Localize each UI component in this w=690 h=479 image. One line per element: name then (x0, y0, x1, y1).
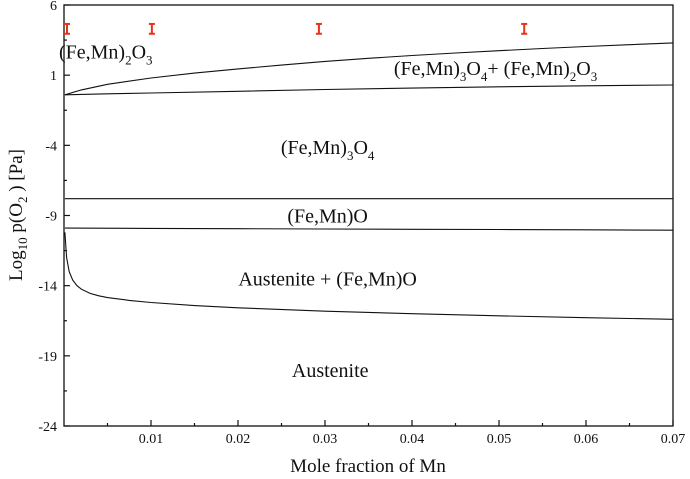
x-tick-label: 0.03 (313, 432, 338, 447)
error-bar-3 (315, 22, 322, 35)
error-bars (64, 22, 528, 35)
y-axis-title-o2-sub: 2 (15, 197, 30, 204)
y-axis-title: Log10 p(O2 ) [Pa] (6, 149, 30, 281)
x-tick-label: 0.07 (661, 432, 686, 447)
label-region-m2o3: (Fe,Mn)2O3 (59, 41, 153, 67)
error-bar-1 (64, 22, 70, 35)
boundary-b-m2o3-upper (64, 42, 674, 96)
label-region-mo: (Fe,Mn)O (287, 206, 368, 228)
x-axis: 0.01 0.02 0.03 0.04 0.05 0.06 0.07 (106, 420, 686, 447)
y-tick-label: -19 (38, 350, 57, 365)
y-tick-label: -9 (45, 210, 57, 225)
label-region-austenite: Austenite (292, 360, 369, 382)
x-axis-title: Mole fraction of Mn (290, 456, 446, 477)
x-tick-label: 0.02 (226, 432, 251, 447)
y-tick-label: -4 (45, 139, 57, 154)
error-bar-4 (521, 22, 528, 35)
y-axis-title-p: p(O (6, 203, 27, 237)
y-tick-label: -14 (38, 280, 57, 295)
x-tick-label: 0.05 (487, 432, 512, 447)
x-tick-label: 0.01 (139, 432, 164, 447)
x-tick-label: 0.06 (574, 432, 599, 447)
x-tick-label: 0.04 (400, 432, 425, 447)
y-axis-title-log-sub: 10 (15, 237, 30, 250)
region-labels: (Fe,Mn)2O3 (Fe,Mn)3O4+ (Fe,Mn)2O3 (Fe,Mn)3… (59, 41, 597, 382)
y-tick-label: 1 (50, 69, 57, 84)
y-tick-label: 6 (50, 0, 57, 14)
y-axis: 6 1 -4 -9 -14 -19 -24 (38, 0, 70, 435)
phase-boundaries (64, 42, 674, 320)
label-region-austenite-mo: Austenite + (Fe,Mn)O (238, 269, 416, 291)
label-region-m3o4-m2o3: (Fe,Mn)3O4+ (Fe,Mn)2O3 (394, 58, 597, 84)
y-axis-title-unit: ) [Pa] (6, 149, 27, 196)
error-bar-2 (148, 22, 155, 35)
y-axis-title-log: Log (6, 250, 27, 281)
label-region-m3o4: (Fe,Mn)3O4 (281, 137, 375, 163)
boundary-b-mo-austenite (64, 227, 674, 231)
boundary-b-austenite-lower (64, 232, 674, 320)
y-tick-label: -24 (38, 420, 57, 435)
boundary-b-m3o4-upper (64, 84, 674, 96)
